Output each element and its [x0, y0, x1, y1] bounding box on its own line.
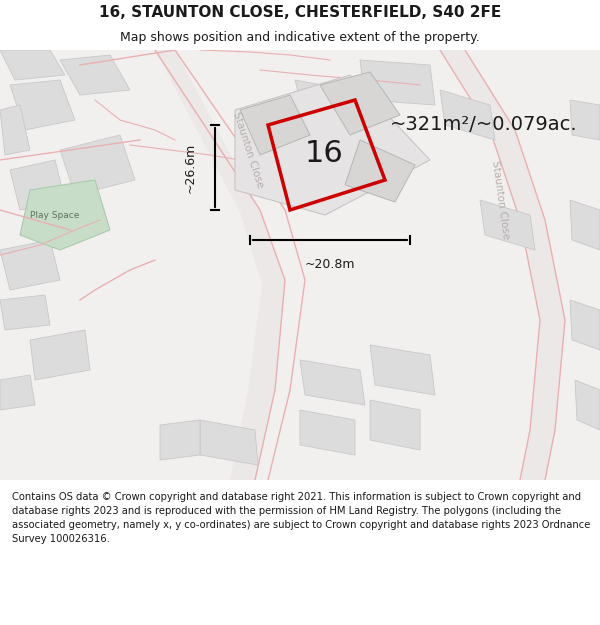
Polygon shape	[240, 95, 310, 155]
Text: Contains OS data © Crown copyright and database right 2021. This information is : Contains OS data © Crown copyright and d…	[12, 492, 590, 544]
Polygon shape	[305, 120, 370, 170]
Polygon shape	[160, 420, 200, 460]
Polygon shape	[440, 90, 495, 140]
Text: ~26.6m: ~26.6m	[184, 142, 197, 192]
Polygon shape	[0, 105, 30, 155]
Polygon shape	[0, 375, 35, 410]
Polygon shape	[20, 180, 110, 250]
Polygon shape	[200, 420, 258, 465]
Polygon shape	[10, 160, 65, 210]
Polygon shape	[570, 300, 600, 350]
Text: Play Space: Play Space	[31, 211, 80, 219]
Polygon shape	[60, 135, 135, 195]
Polygon shape	[480, 200, 535, 250]
Polygon shape	[0, 240, 60, 290]
Polygon shape	[0, 50, 65, 80]
Polygon shape	[575, 380, 600, 430]
Text: ~20.8m: ~20.8m	[305, 258, 355, 271]
Polygon shape	[155, 50, 285, 480]
Polygon shape	[295, 80, 360, 130]
Polygon shape	[370, 400, 420, 450]
Polygon shape	[30, 330, 90, 380]
Polygon shape	[360, 60, 435, 105]
Polygon shape	[300, 410, 355, 455]
Text: Staunton Close: Staunton Close	[231, 111, 265, 189]
Text: Staunton Close: Staunton Close	[490, 160, 511, 240]
Polygon shape	[300, 360, 365, 405]
Polygon shape	[60, 55, 130, 95]
Polygon shape	[235, 75, 430, 215]
Polygon shape	[10, 80, 75, 130]
Text: ~321m²/~0.079ac.: ~321m²/~0.079ac.	[390, 116, 578, 134]
Polygon shape	[570, 100, 600, 140]
Polygon shape	[370, 345, 435, 395]
Text: Map shows position and indicative extent of the property.: Map shows position and indicative extent…	[120, 31, 480, 44]
Polygon shape	[320, 72, 400, 135]
Polygon shape	[570, 200, 600, 250]
Polygon shape	[440, 50, 565, 480]
Polygon shape	[0, 295, 50, 330]
Polygon shape	[345, 140, 415, 202]
Text: 16: 16	[305, 139, 344, 168]
Text: 16, STAUNTON CLOSE, CHESTERFIELD, S40 2FE: 16, STAUNTON CLOSE, CHESTERFIELD, S40 2F…	[99, 5, 501, 20]
